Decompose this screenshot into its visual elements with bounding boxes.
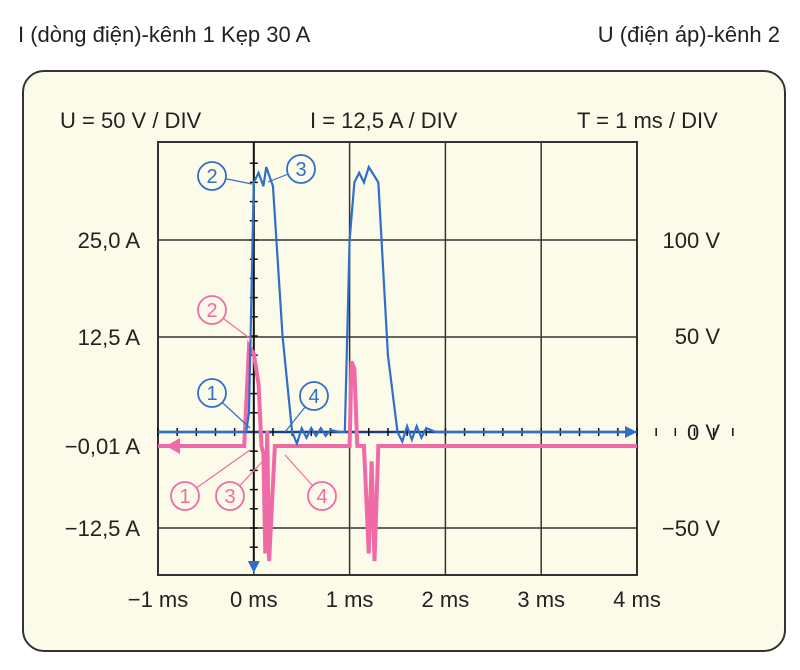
voltage-channel-title: U (điện áp)-kênh 2 <box>597 22 780 47</box>
left-tick-label: 12,5 A <box>78 325 141 350</box>
right-tick-label: 100 V <box>663 228 721 253</box>
left-tick-label: −0,01 A <box>65 434 141 459</box>
current-scale-label: I = 12,5 A / DIV <box>310 108 458 133</box>
current-marker-2: 2 <box>206 300 217 322</box>
right-tick-label: 50 V <box>675 324 721 349</box>
arrow-left-icon <box>166 438 180 454</box>
callout-circle <box>299 381 329 411</box>
left-tick-label: 25,0 A <box>78 228 141 253</box>
x-tick-label: 3 ms <box>517 587 565 612</box>
x-tick-label: 2 ms <box>422 587 470 612</box>
current-marker-4: 4 <box>316 486 327 508</box>
x-tick-label: 1 ms <box>326 587 374 612</box>
voltage-trace <box>158 164 637 447</box>
callout-circle <box>286 154 316 184</box>
left-tick-label: −12,5 A <box>65 516 141 541</box>
voltage-marker-2: 2 <box>206 166 217 188</box>
right-tick-label: −50 V <box>662 516 720 541</box>
right-tick-label: 0 V <box>687 420 720 445</box>
voltage-marker-4: 4 <box>308 386 319 408</box>
current-trace <box>158 339 637 562</box>
current-channel-title: I (dòng điện)-kênh 1 Kẹp 30 A <box>18 22 311 47</box>
voltage-marker-3: 3 <box>295 159 306 181</box>
callout-circle <box>215 481 245 511</box>
callout-circle <box>197 378 227 408</box>
voltage-marker-1: 1 <box>206 383 217 405</box>
callout-circle <box>197 161 227 191</box>
voltage-scale-label: U = 50 V / DIV <box>60 108 202 133</box>
x-tick-label: 0 ms <box>230 587 278 612</box>
current-marker-3: 3 <box>224 486 235 508</box>
callout-circle <box>307 481 337 511</box>
callout-circle <box>197 295 227 325</box>
current-marker-1: 1 <box>179 486 190 508</box>
plot-border <box>157 141 638 576</box>
x-tick-label: −1 ms <box>128 587 189 612</box>
callout-circle <box>170 481 200 511</box>
scope-frame <box>22 70 786 652</box>
time-scale-label: T = 1 ms / DIV <box>577 108 718 133</box>
arrow-down-icon <box>247 561 260 573</box>
x-tick-label: 4 ms <box>613 587 661 612</box>
